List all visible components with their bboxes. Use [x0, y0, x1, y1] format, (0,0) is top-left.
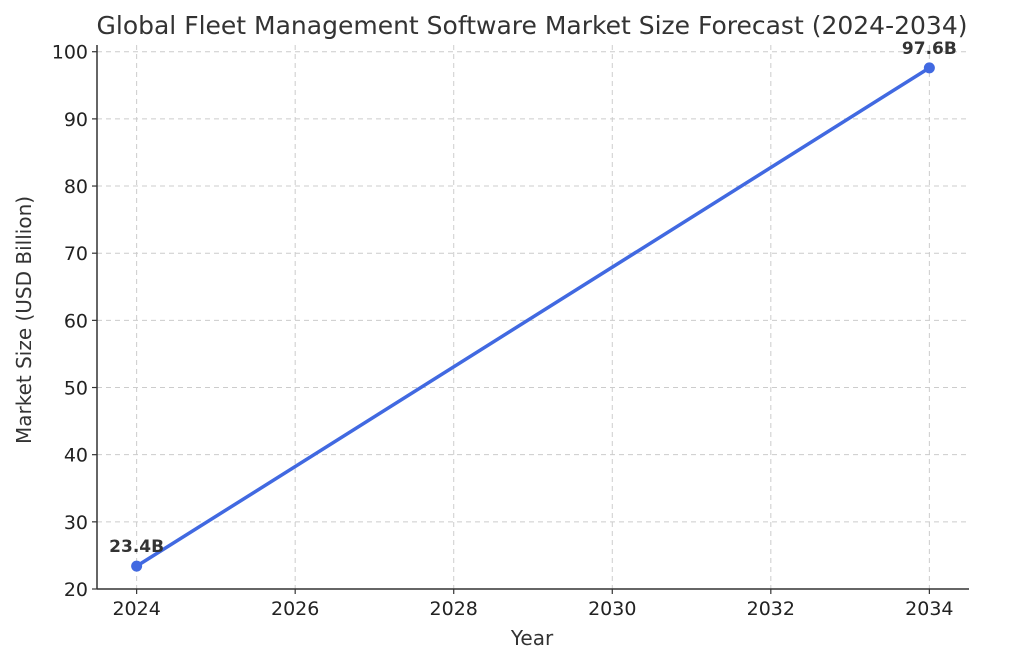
data-labels: 23.4B 97.6B	[109, 39, 957, 557]
y-tick-label: 90	[64, 109, 88, 131]
y-tick-label: 80	[64, 176, 88, 198]
x-tick-label: 2024	[112, 598, 160, 620]
y-tick-label: 70	[64, 243, 88, 265]
x-tick-label: 2026	[271, 598, 319, 620]
data-point	[131, 560, 143, 572]
data-point	[923, 62, 935, 74]
y-tick-label: 100	[52, 42, 88, 64]
ticks: 2024 2026 2028 2030 2032 20342030405060708090…	[52, 42, 954, 620]
y-tick-label: 50	[64, 378, 88, 400]
axes	[96, 45, 969, 590]
x-axis-title: Year	[510, 626, 554, 650]
y-axis-title: Market Size (USD Billion)	[12, 196, 36, 444]
data-label: 23.4B	[109, 537, 164, 557]
x-tick-label: 2034	[905, 598, 953, 620]
y-tick-label: 40	[64, 445, 88, 467]
series	[131, 62, 935, 572]
y-tick-label: 20	[64, 579, 88, 601]
x-tick-label: 2032	[747, 598, 795, 620]
y-tick-label: 30	[64, 512, 88, 534]
series-line	[134, 66, 932, 568]
x-tick-label: 2028	[430, 598, 478, 620]
data-label: 97.6B	[902, 39, 957, 59]
x-tick-label: 2030	[588, 598, 636, 620]
chart-title: Global Fleet Management Software Market …	[97, 11, 968, 40]
y-tick-label: 60	[64, 310, 88, 332]
